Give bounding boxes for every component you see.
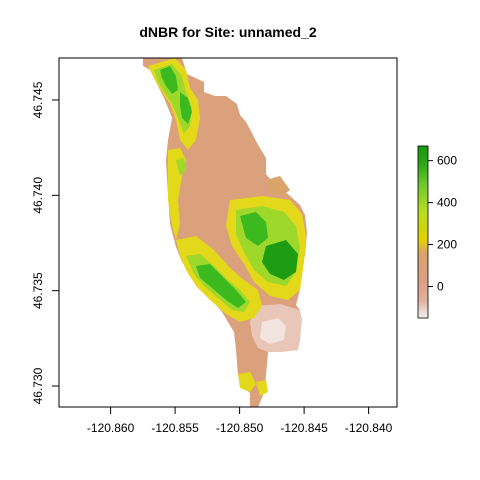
- x-tick-label: -120.845: [280, 421, 328, 435]
- east-orange-notch: [266, 176, 290, 196]
- plot-frame: [58, 57, 398, 408]
- legend-tick-label: 400: [437, 196, 457, 210]
- legend-ticks: 0 200 400 600: [428, 154, 457, 294]
- x-tick-label: -120.840: [345, 421, 393, 435]
- center-darkest-green: [262, 240, 298, 280]
- legend-tick-label: 200: [437, 238, 457, 252]
- north-dark-green: [160, 66, 178, 94]
- north-dark-green-2: [180, 92, 192, 124]
- x-tick-label: -120.850: [216, 421, 264, 435]
- legend-color-bar: [417, 145, 429, 319]
- legend-tick-label: 600: [437, 154, 457, 168]
- lightest-patch-south: [260, 318, 286, 344]
- south-yellow-spot-2: [256, 380, 268, 396]
- y-tick-label: 46.730: [31, 367, 45, 404]
- x-tick-label: -120.855: [151, 421, 199, 435]
- x-tick-label: -120.860: [87, 421, 135, 435]
- y-tick-label: 46.735: [31, 272, 45, 309]
- west-green-spot: [176, 158, 186, 176]
- center-dark-green: [240, 212, 268, 246]
- chart-title: dNBR for Site: unnamed_2: [139, 24, 317, 40]
- color-legend: 0 200 400 600: [417, 145, 457, 319]
- raster-layer: [143, 58, 307, 407]
- legend-tick-label: 0: [437, 280, 444, 294]
- y-axis: 46.730 46.735 46.740 46.745: [31, 81, 59, 404]
- x-axis: -120.860 -120.855 -120.850 -120.845 -120.840: [87, 407, 393, 435]
- south-yellow-spot: [238, 372, 256, 392]
- southwest-dark-green: [196, 264, 246, 308]
- y-tick-label: 46.740: [31, 177, 45, 214]
- y-tick-label: 46.745: [31, 81, 45, 118]
